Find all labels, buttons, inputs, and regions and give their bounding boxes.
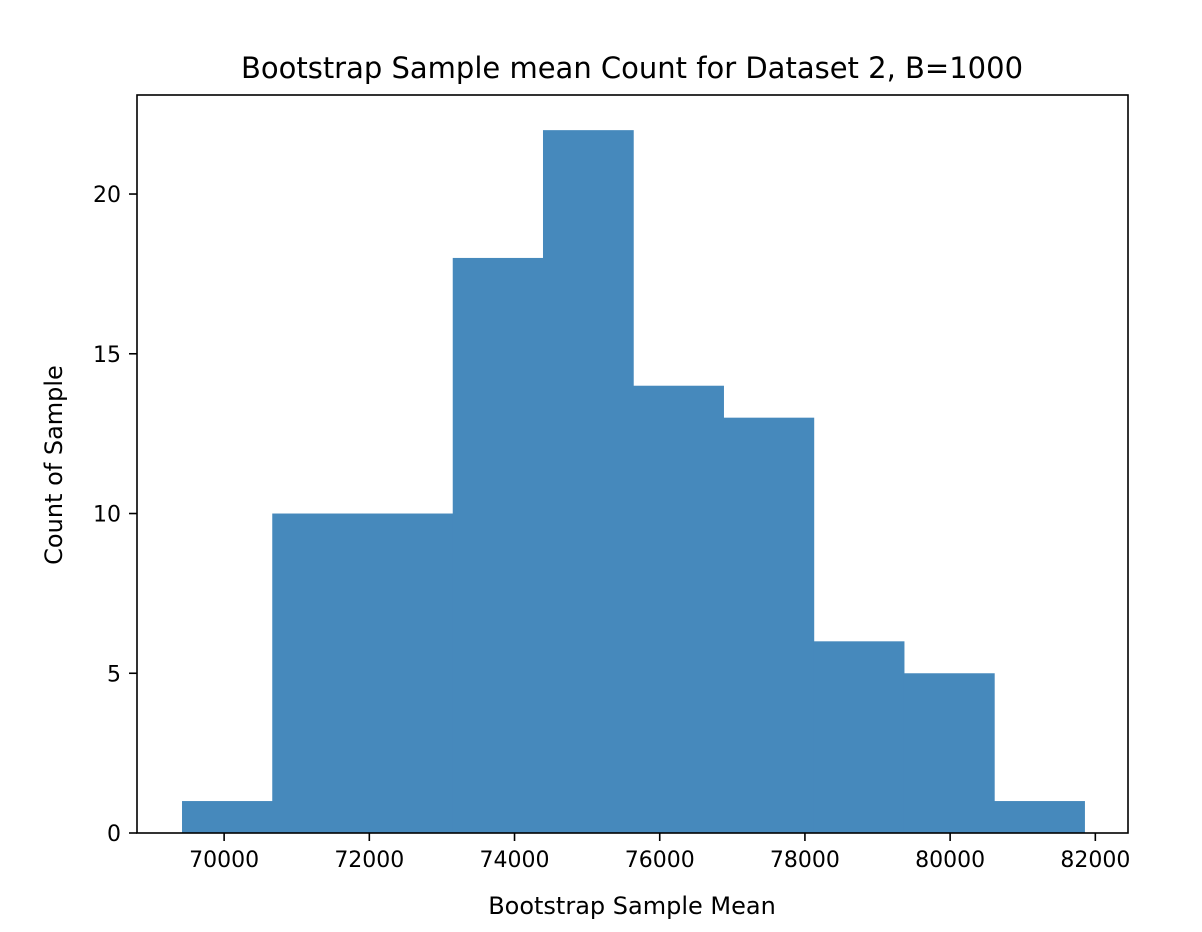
histogram-bar — [362, 513, 454, 833]
x-tick-label: 70000 — [189, 848, 259, 873]
x-tick-label: 76000 — [625, 848, 695, 873]
x-tick-label: 78000 — [770, 848, 840, 873]
x-tick-label: 74000 — [480, 848, 550, 873]
histogram-bar — [994, 801, 1085, 833]
histogram-bar — [272, 513, 363, 833]
histogram-bar — [723, 417, 815, 833]
histogram-bar — [633, 385, 724, 833]
y-tick-label: 10 — [93, 503, 121, 528]
x-tick-label: 82000 — [1060, 848, 1130, 873]
y-tick-label: 0 — [107, 822, 121, 847]
chart-title: Bootstrap Sample mean Count for Dataset … — [241, 51, 1023, 85]
histogram-bar — [813, 641, 905, 833]
plot-frame — [136, 94, 1129, 834]
y-tick-label: 5 — [107, 662, 121, 687]
histogram-bar — [452, 257, 544, 833]
x-axis-label: Bootstrap Sample Mean — [488, 892, 776, 920]
y-tick-label: 15 — [93, 343, 121, 368]
y-axis-ticks: 0 5 10 15 20 — [93, 183, 137, 847]
bars-group — [182, 130, 1085, 834]
histogram-bar — [903, 673, 995, 833]
y-axis-label: Count of Sample — [40, 365, 68, 565]
x-tick-label: 80000 — [915, 848, 985, 873]
histogram-bar — [542, 130, 634, 834]
x-axis-ticks: 70000 72000 74000 76000 78000 80000 82000 — [189, 833, 1130, 873]
x-tick-label: 72000 — [334, 848, 404, 873]
histogram-bar — [182, 801, 273, 833]
y-tick-label: 20 — [93, 183, 121, 208]
